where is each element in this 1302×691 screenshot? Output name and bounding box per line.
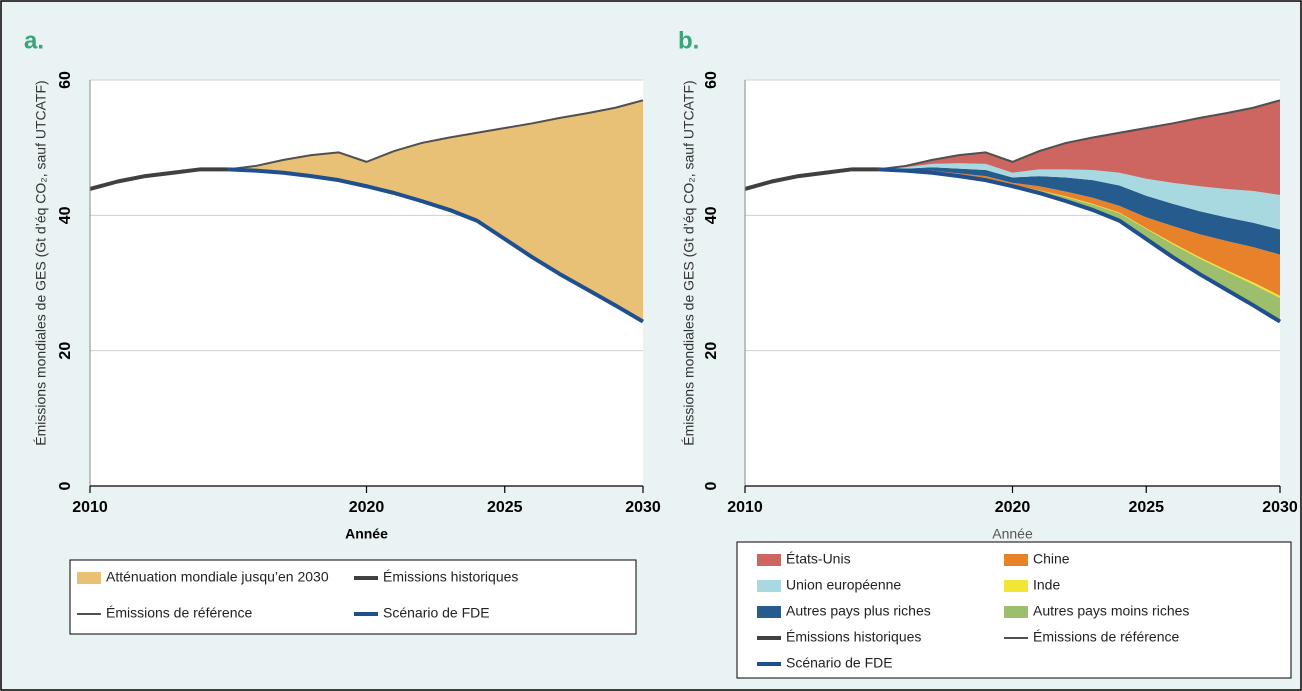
x-axis-title: Année [345, 526, 388, 542]
legend-label: Émissions historiques [786, 629, 921, 645]
panel-label: a. [24, 27, 44, 54]
x-tick-label: 2010 [72, 499, 108, 516]
legend-swatch [757, 606, 781, 618]
x-tick-label: 2020 [995, 499, 1031, 516]
line [878, 99, 1281, 171]
legend-label: Émissions historiques [383, 569, 518, 585]
y-tick-label: 40 [57, 206, 74, 224]
legend-swatch [1004, 580, 1028, 592]
x-tick-label: 2030 [1262, 499, 1298, 516]
x-tick-label: 2025 [1128, 499, 1164, 516]
y-tick-label: 40 [703, 206, 720, 224]
line [228, 167, 645, 324]
y-tick-label: 60 [703, 71, 720, 89]
area [878, 167, 1280, 255]
legend-label: Émissions de référence [1033, 629, 1180, 645]
area [878, 163, 1280, 230]
legend-swatch [1004, 606, 1028, 618]
legend-swatch [757, 580, 781, 592]
legend-label: Scénario de FDE [383, 605, 490, 621]
area [878, 100, 1280, 196]
legend-swatch [1004, 554, 1028, 566]
legend-label: Inde [1033, 577, 1060, 593]
x-tick-label: 2025 [487, 499, 523, 516]
panel-label: b. [678, 27, 699, 54]
line [744, 167, 879, 191]
line [228, 99, 644, 171]
line [878, 167, 1282, 324]
line [89, 167, 229, 191]
y-tick-label: 0 [703, 481, 720, 490]
legend-box [69, 559, 637, 635]
y-axis-title: Émissions mondiales de GES (Gt d’éq CO₂,… [33, 80, 49, 445]
y-tick-label: 0 [57, 481, 74, 490]
x-axis-title: Année [992, 526, 1033, 542]
legend-label: Scénario de FDE [786, 655, 893, 671]
area [228, 100, 643, 322]
x-tick-label: 2010 [727, 499, 763, 516]
legend-label: Atténuation mondiale jusqu’en 2030 [106, 569, 329, 585]
legend-label: Autres pays moins riches [1033, 603, 1189, 619]
x-tick-label: 2020 [349, 499, 385, 516]
legend-label: Union européenne [786, 577, 901, 593]
legend-label: États-Unis [786, 551, 851, 567]
y-tick-label: 60 [57, 71, 74, 89]
legend-label: Autres pays plus riches [786, 603, 931, 619]
legend-swatch [757, 554, 781, 566]
y-axis-title: Émissions mondiales de GES (Gt d’éq CO₂,… [681, 80, 697, 445]
legend-swatch [77, 572, 101, 584]
legend-label: Chine [1033, 551, 1070, 567]
y-tick-label: 20 [703, 342, 720, 360]
x-tick-label: 2030 [625, 499, 661, 516]
legend-label: Émissions de référence [106, 605, 253, 621]
y-tick-label: 20 [57, 342, 74, 360]
